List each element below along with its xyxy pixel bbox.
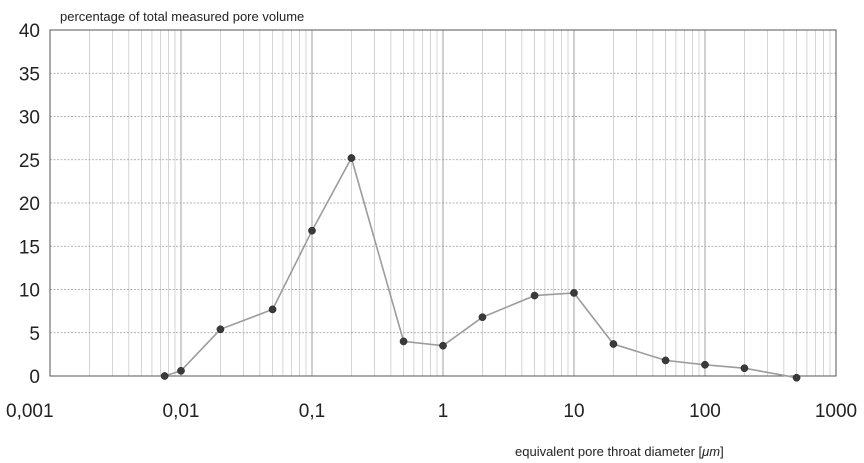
y-tick-label: 35: [19, 64, 40, 85]
data-point: [792, 373, 801, 382]
data-point: [478, 313, 487, 322]
y-tick-label: 5: [29, 324, 40, 345]
y-tick-label: 25: [19, 151, 40, 172]
plot-frame: [49, 29, 837, 377]
x-tick-label: 0,001: [6, 401, 54, 422]
x-axis-title-unit: μm: [701, 444, 720, 459]
y-tick-labels: 0 5 10 15 20 25 30 35 40: [19, 21, 40, 388]
data-point: [347, 154, 356, 162]
x-tick-labels: 0,001 0,01 0,1 1 10 100 1000: [6, 401, 857, 422]
y-axis-title: percentage of total measured pore volume: [60, 9, 304, 24]
data-point: [740, 364, 749, 373]
x-axis-title: equivalent pore throat diameter [μm]: [515, 444, 724, 459]
x-axis-title-text: equivalent pore throat diameter [: [515, 444, 703, 459]
data-point: [399, 337, 408, 346]
x-tick-label: 10: [563, 401, 584, 422]
data-points: [160, 154, 801, 382]
x-tick-label: 1: [438, 401, 449, 422]
data-point: [530, 291, 539, 300]
data-point: [268, 305, 277, 314]
x-tick-label: 0,01: [163, 401, 200, 422]
y-tick-label: 0: [29, 367, 40, 388]
y-tick-label: 10: [19, 281, 40, 302]
series-line: [164, 155, 797, 379]
y-tick-label: 40: [19, 21, 40, 42]
x-tick-label: 1000: [815, 401, 857, 422]
data-point: [439, 341, 447, 350]
data-point: [570, 289, 578, 297]
y-tick-label: 30: [19, 108, 40, 129]
data-point: [308, 226, 316, 235]
data-point: [177, 366, 185, 375]
data-point: [661, 356, 670, 365]
x-axis-title-close: ]: [720, 444, 724, 459]
y-tick-label: 15: [19, 237, 40, 258]
y-tick-label: 20: [19, 194, 40, 215]
x-tick-label: 100: [689, 401, 721, 422]
data-point: [609, 340, 618, 348]
data-point: [160, 372, 169, 380]
data-point: [216, 325, 225, 334]
x-tick-label: 0,1: [299, 401, 325, 422]
grid: [49, 29, 836, 377]
data-point: [701, 360, 709, 369]
